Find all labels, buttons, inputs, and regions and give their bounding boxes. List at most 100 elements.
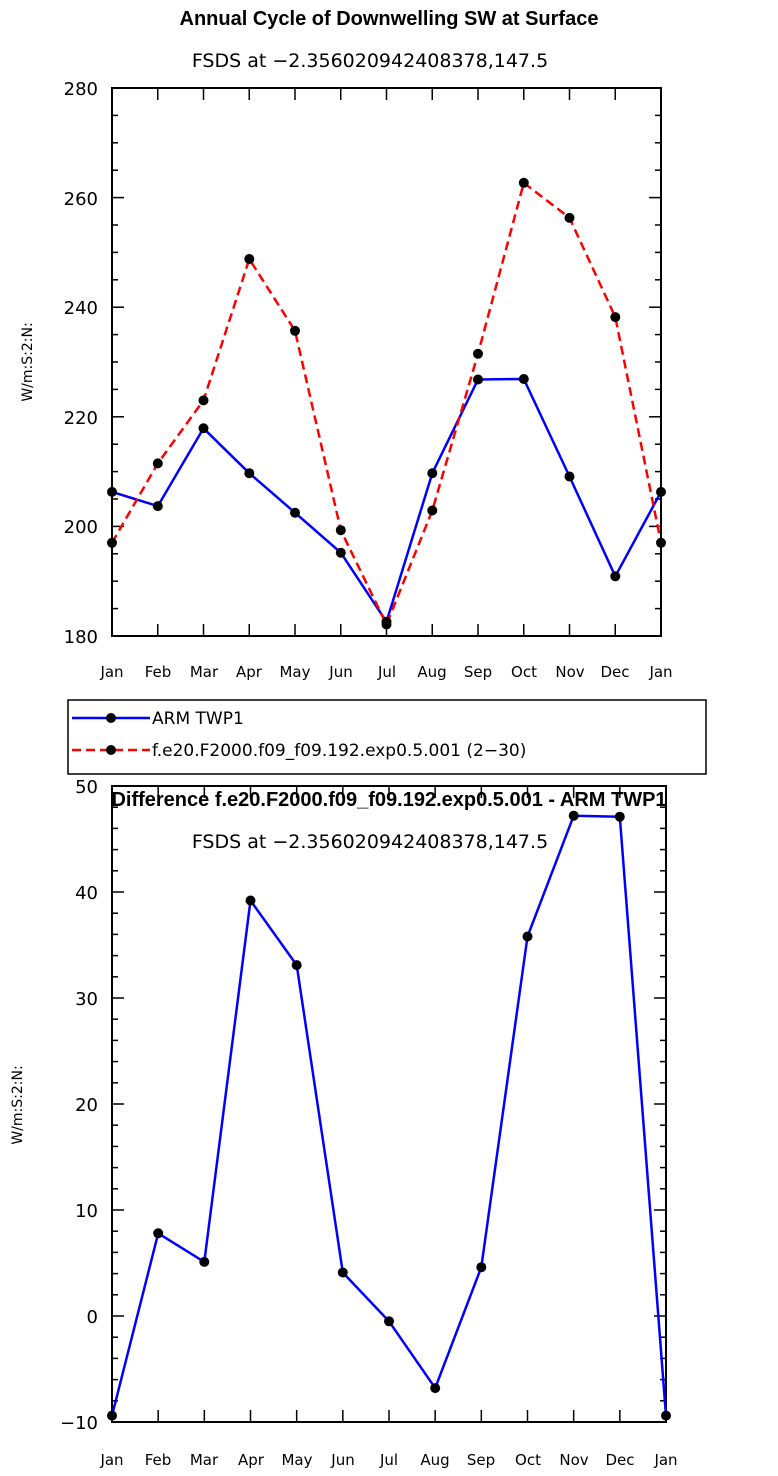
y-tick-label: 20 xyxy=(75,1095,98,1116)
y-tick-label: 0 xyxy=(87,1307,98,1328)
x-tick-label: Oct xyxy=(511,663,537,681)
data-point xyxy=(564,471,575,482)
legend: ARM TWP1 f.e20.F2000.f09_f09.192.exp0.5.… xyxy=(67,699,707,775)
y-tick-label: 200 xyxy=(64,517,98,538)
plot-frame xyxy=(111,87,662,637)
x-tick-labels: Jan Feb Mar Apr May Jun Jul Aug Sep Oct … xyxy=(99,1451,677,1469)
x-tick-label: Mar xyxy=(190,1451,219,1469)
x-tick-label: Apr xyxy=(238,1451,265,1469)
x-tick-label: Sep xyxy=(464,663,492,681)
data-point xyxy=(568,810,579,821)
x-tick-label: Sep xyxy=(467,1451,495,1469)
data-point xyxy=(152,501,163,512)
y-axis-label: W/m:S:2:N: xyxy=(10,1065,26,1144)
x-tick-label: Jun xyxy=(330,1451,354,1469)
x-tick-label: Jan xyxy=(653,1451,677,1469)
data-point xyxy=(291,960,302,971)
annual-cycle-chart: Annual Cycle of Downwelling SW at Surfac… xyxy=(20,8,707,775)
data-point xyxy=(522,931,533,942)
series-line xyxy=(111,377,663,624)
y-tick-label: 220 xyxy=(64,408,98,429)
x-tick-label: Oct xyxy=(515,1451,541,1469)
series-layer xyxy=(107,810,671,1421)
y-tick-label: 40 xyxy=(75,883,98,904)
data-point xyxy=(337,1267,348,1278)
y-tick-label: 260 xyxy=(64,189,98,210)
data-point xyxy=(476,1262,487,1273)
x-tick-label: Jul xyxy=(379,1451,398,1469)
data-point xyxy=(656,486,666,497)
data-point xyxy=(153,1228,164,1239)
data-point xyxy=(198,395,209,406)
data-point xyxy=(564,212,575,223)
data-point xyxy=(381,619,392,630)
x-tick-label: Nov xyxy=(559,1451,588,1469)
data-point xyxy=(245,895,256,906)
y-tick-label: 50 xyxy=(75,777,98,798)
x-tick-label: Jun xyxy=(328,663,352,681)
x-tick-label: Jul xyxy=(377,663,396,681)
x-tick-labels: Jan Feb Mar Apr May Jun Jul Aug Sep Oct … xyxy=(99,663,672,681)
plot-frame xyxy=(111,785,667,1423)
data-point xyxy=(430,1383,441,1394)
x-tick-label: Nov xyxy=(555,663,584,681)
data-point xyxy=(427,468,438,479)
x-tick-label: Jan xyxy=(99,663,123,681)
x-tick-label: Jan xyxy=(99,1451,123,1469)
y-axis-label: W/m:S:2:N: xyxy=(20,322,36,401)
x-tick-label: Aug xyxy=(417,663,446,681)
data-point xyxy=(244,254,255,264)
data-point xyxy=(198,423,209,434)
x-tick-label: Dec xyxy=(600,663,629,681)
x-tick-label: May xyxy=(281,1451,312,1469)
data-point xyxy=(107,1410,117,1421)
chart-title: Annual Cycle of Downwelling SW at Surfac… xyxy=(180,8,599,30)
data-point xyxy=(473,374,483,385)
x-tick-label: Apr xyxy=(236,663,263,681)
y-tick-label: 240 xyxy=(64,298,98,319)
data-point xyxy=(427,505,438,516)
difference-chart: Difference f.e20.F2000.f09_f09.192.exp0.… xyxy=(10,777,678,1469)
data-point xyxy=(290,507,300,518)
data-point xyxy=(661,1410,671,1421)
data-point xyxy=(107,537,117,548)
data-point xyxy=(384,1316,394,1327)
axis-ticks xyxy=(111,87,662,637)
data-point xyxy=(335,525,346,536)
x-tick-label: May xyxy=(279,663,310,681)
y-tick-label: −10 xyxy=(60,1413,98,1434)
data-point xyxy=(656,537,666,548)
y-tick-label: 30 xyxy=(75,989,98,1010)
data-point xyxy=(473,348,483,359)
data-point xyxy=(518,177,529,188)
x-tick-label: Aug xyxy=(420,1451,449,1469)
data-point xyxy=(610,571,621,582)
x-tick-label: Feb xyxy=(145,1451,172,1469)
y-tick-label: 280 xyxy=(64,79,98,100)
series-layer xyxy=(107,177,666,630)
data-point xyxy=(199,1256,210,1267)
chart-subtitle: FSDS at −2.356020942408378,147.5 xyxy=(192,831,548,853)
data-point xyxy=(518,374,529,384)
x-tick-label: Jan xyxy=(648,663,672,681)
legend-box xyxy=(67,699,707,775)
chart-subtitle: FSDS at −2.356020942408378,147.5 xyxy=(192,50,548,72)
legend-marker-model xyxy=(106,745,116,755)
x-tick-label: Dec xyxy=(605,1451,634,1469)
axis-ticks xyxy=(111,785,667,1423)
data-point xyxy=(244,468,255,479)
data-point xyxy=(152,458,163,469)
legend-label-model: f.e20.F2000.f09_f09.192.exp0.5.001 (2−30… xyxy=(152,741,526,761)
data-point xyxy=(335,547,346,558)
y-tick-labels: −10 0 10 20 30 40 50 xyxy=(60,777,98,1434)
series-line xyxy=(110,181,663,626)
legend-label-arm: ARM TWP1 xyxy=(152,709,244,729)
y-tick-labels: 180 200 220 240 260 280 xyxy=(64,79,98,648)
y-tick-label: 180 xyxy=(64,627,98,648)
data-point xyxy=(614,811,625,822)
y-tick-label: 10 xyxy=(75,1201,98,1222)
data-point xyxy=(290,325,300,336)
x-tick-label: Feb xyxy=(145,663,172,681)
data-point xyxy=(107,486,117,497)
